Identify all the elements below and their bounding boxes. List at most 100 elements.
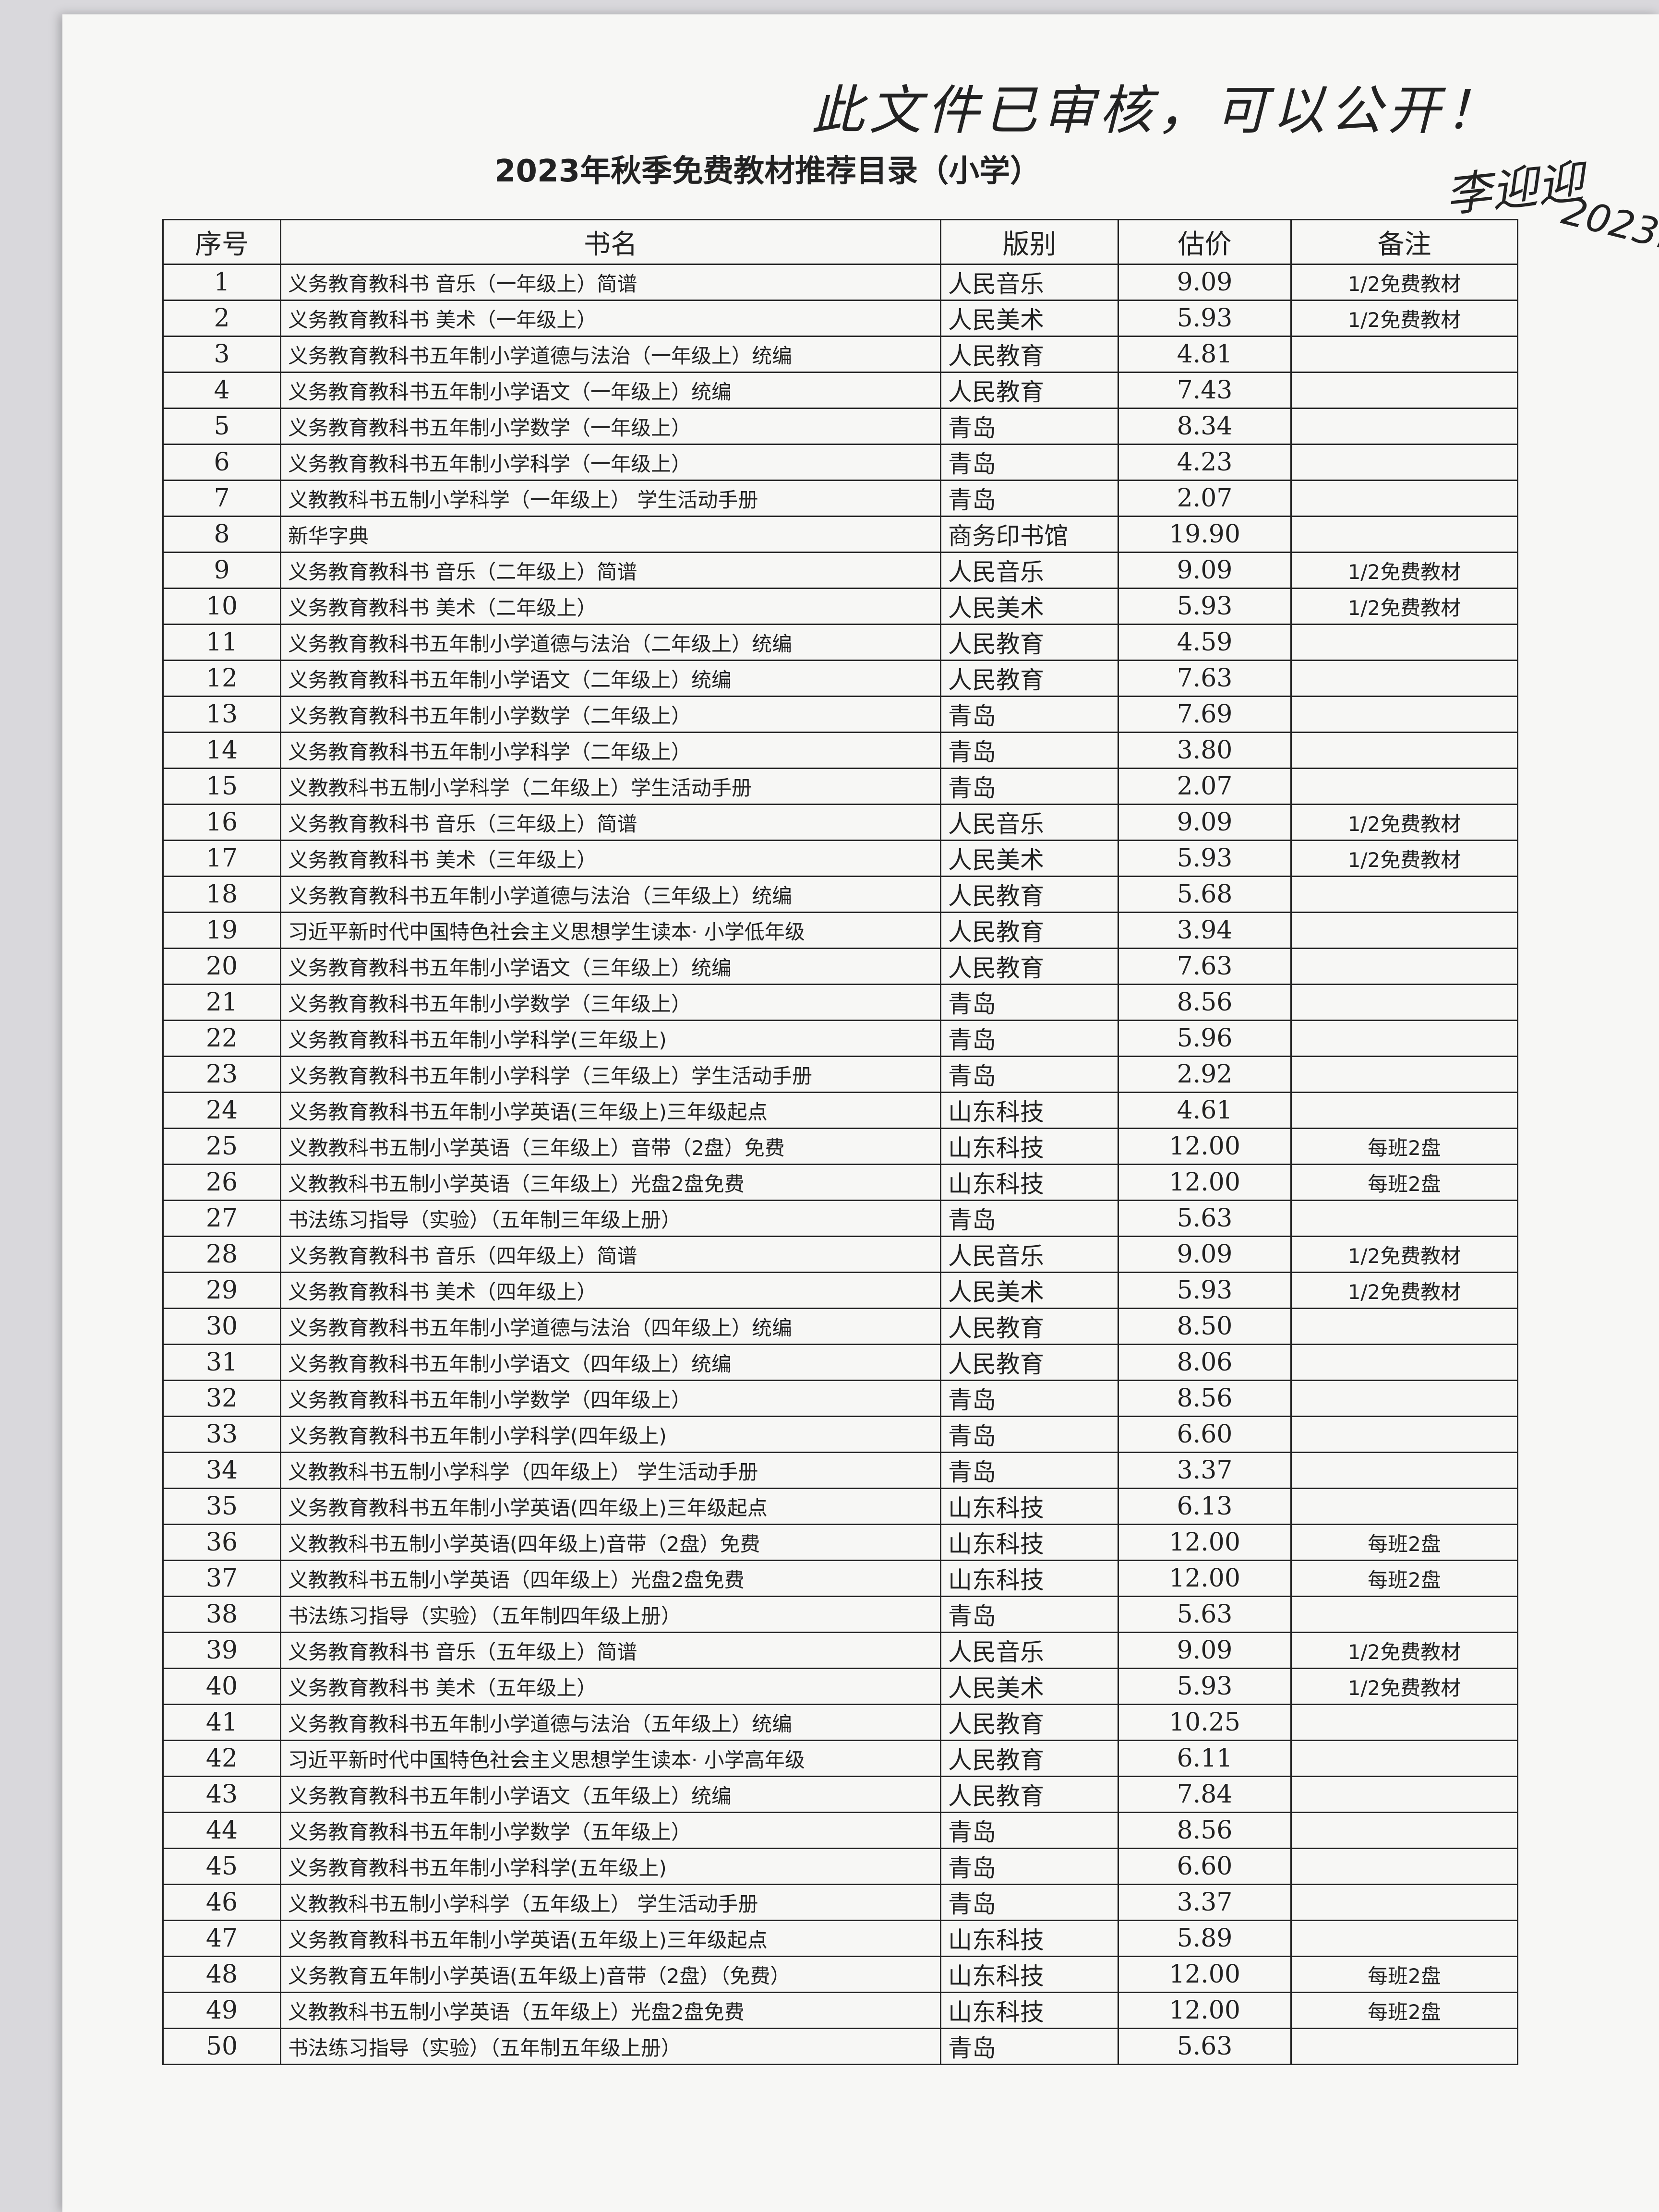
remark: [1290, 1344, 1518, 1381]
table-row: 23 义务教育教科书五年制小学科学（三年级上）学生活动手册 青岛 2.92: [162, 1056, 1518, 1093]
remark: 每班2盘: [1290, 1164, 1518, 1201]
price: 5.93: [1118, 588, 1292, 625]
price: 6.60: [1118, 1848, 1292, 1885]
row-number: 12: [162, 660, 281, 697]
remark: [1290, 1452, 1518, 1489]
remark: [1290, 1020, 1518, 1057]
table-row: 22 义务教育教科书五年制小学科学(三年级上) 青岛 5.96: [162, 1020, 1518, 1057]
remark: [1290, 1884, 1518, 1921]
publisher: 人民教育: [940, 948, 1119, 985]
publisher: 人民教育: [940, 1776, 1119, 1813]
book-name: 新华字典: [280, 516, 941, 553]
publisher: 山东科技: [940, 1560, 1119, 1597]
remark: [1290, 1812, 1518, 1849]
row-number: 27: [162, 1200, 281, 1237]
price: 6.13: [1118, 1488, 1292, 1525]
price: 5.93: [1118, 300, 1292, 337]
table-row: 13 义务教育教科书五年制小学数学（二年级上） 青岛 7.69: [162, 696, 1518, 733]
row-number: 5: [162, 408, 281, 445]
price: 6.60: [1118, 1416, 1292, 1453]
book-name: 习近平新时代中国特色社会主义思想学生读本· 小学高年级: [280, 1740, 941, 1777]
price: 5.63: [1118, 2028, 1292, 2065]
table-row: 8 新华字典 商务印书馆 19.90: [162, 516, 1518, 553]
remark: [1290, 408, 1518, 445]
table-row: 6 义务教育教科书五年制小学科学（一年级上） 青岛 4.23: [162, 444, 1518, 481]
publisher: 人民教育: [940, 876, 1119, 913]
row-number: 47: [162, 1920, 281, 1957]
publisher: 商务印书馆: [940, 516, 1119, 553]
row-number: 31: [162, 1344, 281, 1381]
table-row: 7 义教教科书五制小学科学（一年级上） 学生活动手册 青岛 2.07: [162, 480, 1518, 517]
table-row: 47 义务教育教科书五年制小学英语(五年级上)三年级起点 山东科技 5.89: [162, 1920, 1518, 1957]
price: 19.90: [1118, 516, 1292, 553]
book-name: 义教教科书五制小学英语（三年级上）光盘2盘免费: [280, 1164, 941, 1201]
book-name: 义务教育教科书五年制小学道德与法治（一年级上）统编: [280, 336, 941, 373]
publisher: 山东科技: [940, 1164, 1119, 1201]
row-number: 18: [162, 876, 281, 913]
price: 4.23: [1118, 444, 1292, 481]
book-name: 义务教育教科书五年制小学科学(五年级上): [280, 1848, 941, 1885]
table-row: 2 义务教育教科书 美术（一年级上） 人民美术 5.93 1/2免费教材: [162, 300, 1518, 337]
remark: [1290, 1488, 1518, 1525]
book-name: 义务教育教科书五年制小学英语(三年级上)三年级起点: [280, 1092, 941, 1129]
publisher: 人民音乐: [940, 1632, 1119, 1669]
price: 9.09: [1118, 264, 1292, 301]
price: 3.94: [1118, 912, 1292, 949]
table-row: 40 义务教育教科书 美术（五年级上） 人民美术 5.93 1/2免费教材: [162, 1668, 1518, 1705]
publisher: 人民美术: [940, 588, 1119, 625]
table-row: 39 义务教育教科书 音乐（五年级上）简谱 人民音乐 9.09 1/2免费教材: [162, 1632, 1518, 1669]
table-row: 14 义务教育教科书五年制小学科学（二年级上） 青岛 3.80: [162, 732, 1518, 769]
publisher: 青岛: [940, 1020, 1119, 1057]
publisher: 人民音乐: [940, 264, 1119, 301]
row-number: 16: [162, 804, 281, 841]
publisher: 青岛: [940, 2028, 1119, 2065]
table-row: 41 义务教育教科书五年制小学道德与法治（五年级上）统编 人民教育 10.25: [162, 1704, 1518, 1741]
remark: 1/2免费教材: [1290, 804, 1518, 841]
remark: [1290, 696, 1518, 733]
row-number: 6: [162, 444, 281, 481]
remark: [1290, 336, 1518, 373]
publisher: 人民教育: [940, 624, 1119, 661]
price: 9.09: [1118, 1236, 1292, 1273]
book-name: 义务教育教科书五年制小学道德与法治（五年级上）统编: [280, 1704, 941, 1741]
book-name: 义务教育教科书 美术（一年级上）: [280, 300, 941, 337]
row-number: 22: [162, 1020, 281, 1057]
book-name: 义务教育五年制小学英语(五年级上)音带（2盘）（免费）: [280, 1956, 941, 1993]
remark: [1290, 1200, 1518, 1237]
price: 4.59: [1118, 624, 1292, 661]
price: 9.09: [1118, 804, 1292, 841]
row-number: 32: [162, 1380, 281, 1417]
remark: [1290, 1920, 1518, 1957]
book-name: 义教教科书五制小学科学（五年级上） 学生活动手册: [280, 1884, 941, 1921]
row-number: 33: [162, 1416, 281, 1453]
row-number: 7: [162, 480, 281, 517]
table-header: 序号 书名 版别 估价 备注: [162, 219, 1518, 265]
price: 12.00: [1118, 1992, 1292, 2029]
row-number: 44: [162, 1812, 281, 1849]
remark: [1290, 1416, 1518, 1453]
publisher: 山东科技: [940, 1092, 1119, 1129]
row-number: 34: [162, 1452, 281, 1489]
row-number: 15: [162, 768, 281, 805]
table-row: 48 义务教育五年制小学英语(五年级上)音带（2盘）（免费） 山东科技 12.00 每班…: [162, 1956, 1518, 1993]
table-row: 20 义务教育教科书五年制小学语文（三年级上）统编 人民教育 7.63: [162, 948, 1518, 985]
publisher: 青岛: [940, 1596, 1119, 1633]
table-row: 5 义务教育教科书五年制小学数学（一年级上） 青岛 8.34: [162, 408, 1518, 445]
remark: [1290, 1380, 1518, 1417]
publisher: 人民教育: [940, 372, 1119, 409]
remark: 1/2免费教材: [1290, 1668, 1518, 1705]
table-row: 1 义务教育教科书 音乐（一年级上）简谱 人民音乐 9.09 1/2免费教材: [162, 264, 1518, 301]
publisher: 青岛: [940, 1812, 1119, 1849]
book-name: 义教教科书五制小学科学（一年级上） 学生活动手册: [280, 480, 941, 517]
book-name: 义务教育教科书 美术（五年级上）: [280, 1668, 941, 1705]
price: 5.63: [1118, 1596, 1292, 1633]
book-name: 义教教科书五制小学英语（三年级上）音带（2盘）免费: [280, 1128, 941, 1165]
book-name: 义务教育教科书五年制小学数学（二年级上）: [280, 696, 941, 733]
remark: [1290, 516, 1518, 553]
remark: [1290, 876, 1518, 913]
book-name: 义务教育教科书五年制小学英语(四年级上)三年级起点: [280, 1488, 941, 1525]
price: 7.69: [1118, 696, 1292, 733]
row-number: 49: [162, 1992, 281, 2029]
table-row: 26 义教教科书五制小学英语（三年级上）光盘2盘免费 山东科技 12.00 每班2盘: [162, 1164, 1518, 1201]
